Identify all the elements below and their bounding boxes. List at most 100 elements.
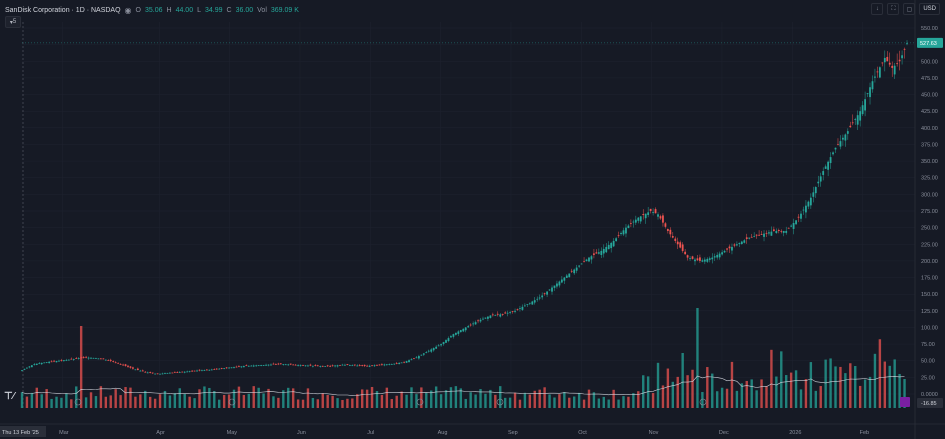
candle-body: [205, 369, 208, 371]
candle-body: [753, 236, 756, 238]
settings-marker-icon[interactable]: [900, 397, 910, 407]
volume-bar: [819, 386, 822, 408]
volume-bar: [573, 396, 576, 408]
indicators-toggle-button[interactable]: ▾ 5: [5, 16, 21, 28]
volume-bar: [829, 358, 832, 408]
candle-body: [519, 308, 521, 309]
candle-body: [736, 244, 738, 246]
volume-bar: [459, 388, 463, 408]
candle-body: [48, 361, 51, 363]
candle-body: [501, 314, 504, 315]
volume-bar: [341, 399, 344, 408]
volume-bar: [479, 389, 482, 408]
volume-bar: [785, 375, 788, 408]
download-icon[interactable]: ↓: [871, 3, 884, 15]
volume-bar: [449, 387, 453, 408]
tradingview-logo-icon[interactable]: ⊤⁄: [4, 391, 15, 402]
candle-body: [169, 372, 171, 374]
candle-body: [866, 93, 869, 95]
volume-bar: [775, 376, 778, 408]
volume-bar: [553, 397, 556, 408]
candle-body: [309, 364, 312, 366]
volume-bar: [434, 386, 438, 408]
volume-bar: [400, 391, 403, 408]
candle-body: [124, 364, 127, 366]
volume-bar: [272, 396, 275, 408]
candle-body: [797, 216, 800, 218]
candle-body: [299, 365, 302, 366]
candle-body: [151, 372, 154, 374]
event-marker-icon[interactable]: [496, 398, 504, 406]
event-marker-icon[interactable]: [74, 398, 82, 406]
candle-body: [464, 327, 467, 331]
candle-body: [329, 365, 332, 367]
price-tick-label: 350.00: [921, 159, 938, 165]
candle-body: [348, 365, 351, 366]
volume-bar: [582, 399, 586, 408]
volume-bar: [587, 389, 591, 408]
candle-body: [728, 246, 731, 249]
fullscreen-icon[interactable]: ⛶: [887, 3, 900, 15]
candle-body: [622, 230, 625, 235]
event-marker-icon[interactable]: [228, 398, 236, 406]
volume-bar: [454, 386, 458, 408]
candle-body: [565, 275, 568, 278]
candle-body: [706, 258, 709, 262]
candle-body: [203, 370, 206, 371]
volume-bar: [163, 390, 167, 408]
candle-body: [723, 250, 726, 253]
volume-bar: [503, 397, 507, 408]
volume-bar: [513, 392, 517, 408]
candle-body: [344, 364, 346, 366]
price-tick-label: 475.00: [921, 76, 938, 82]
candle-body: [691, 256, 694, 259]
candle-body: [92, 357, 95, 359]
event-marker-icon[interactable]: [699, 398, 707, 406]
candle-body: [523, 305, 526, 307]
price-tick-label: 300.00: [921, 192, 938, 198]
volume-bar: [139, 394, 142, 408]
candle-body: [40, 362, 43, 365]
candle-body: [447, 338, 450, 342]
candle-body: [479, 319, 482, 322]
candle-body: [772, 229, 775, 231]
candle-body: [405, 361, 408, 363]
volume-bar: [651, 393, 655, 408]
candle-body: [637, 217, 640, 221]
candle-body: [694, 259, 696, 262]
high-label: H: [166, 6, 172, 14]
candle-body: [792, 222, 795, 229]
candle-body: [800, 213, 802, 219]
volume-bar: [193, 398, 196, 408]
candle-body: [901, 55, 903, 59]
volume-bar: [538, 389, 541, 408]
symbol-name[interactable]: SanDisk Corporation · 1D · NASDAQ: [5, 6, 121, 14]
candle-body: [427, 350, 430, 352]
candle-body: [597, 252, 600, 254]
candle-body: [666, 229, 669, 231]
candle-body: [122, 364, 124, 366]
candle-body: [750, 236, 753, 238]
candle-body: [499, 314, 502, 317]
candle-body: [316, 365, 319, 367]
candle-body: [233, 367, 235, 368]
candle-body: [634, 219, 637, 223]
month-label: Jun: [297, 430, 306, 436]
candle-body: [533, 300, 536, 303]
candle-body: [605, 246, 608, 253]
volume-bar: [484, 393, 487, 408]
candle-body: [684, 251, 687, 255]
volume-bar: [839, 366, 842, 408]
close-label: C: [226, 6, 232, 14]
currency-button[interactable]: USD: [919, 3, 940, 15]
volume-bar: [79, 326, 83, 408]
eye-icon[interactable]: ◉: [124, 5, 132, 15]
candle-body: [275, 364, 277, 365]
volume-bar: [385, 387, 389, 408]
volume-bar: [893, 359, 896, 408]
candle-body: [314, 365, 317, 366]
volume-bar: [568, 397, 571, 408]
candle-body: [834, 147, 837, 150]
event-marker-icon[interactable]: [416, 398, 424, 406]
